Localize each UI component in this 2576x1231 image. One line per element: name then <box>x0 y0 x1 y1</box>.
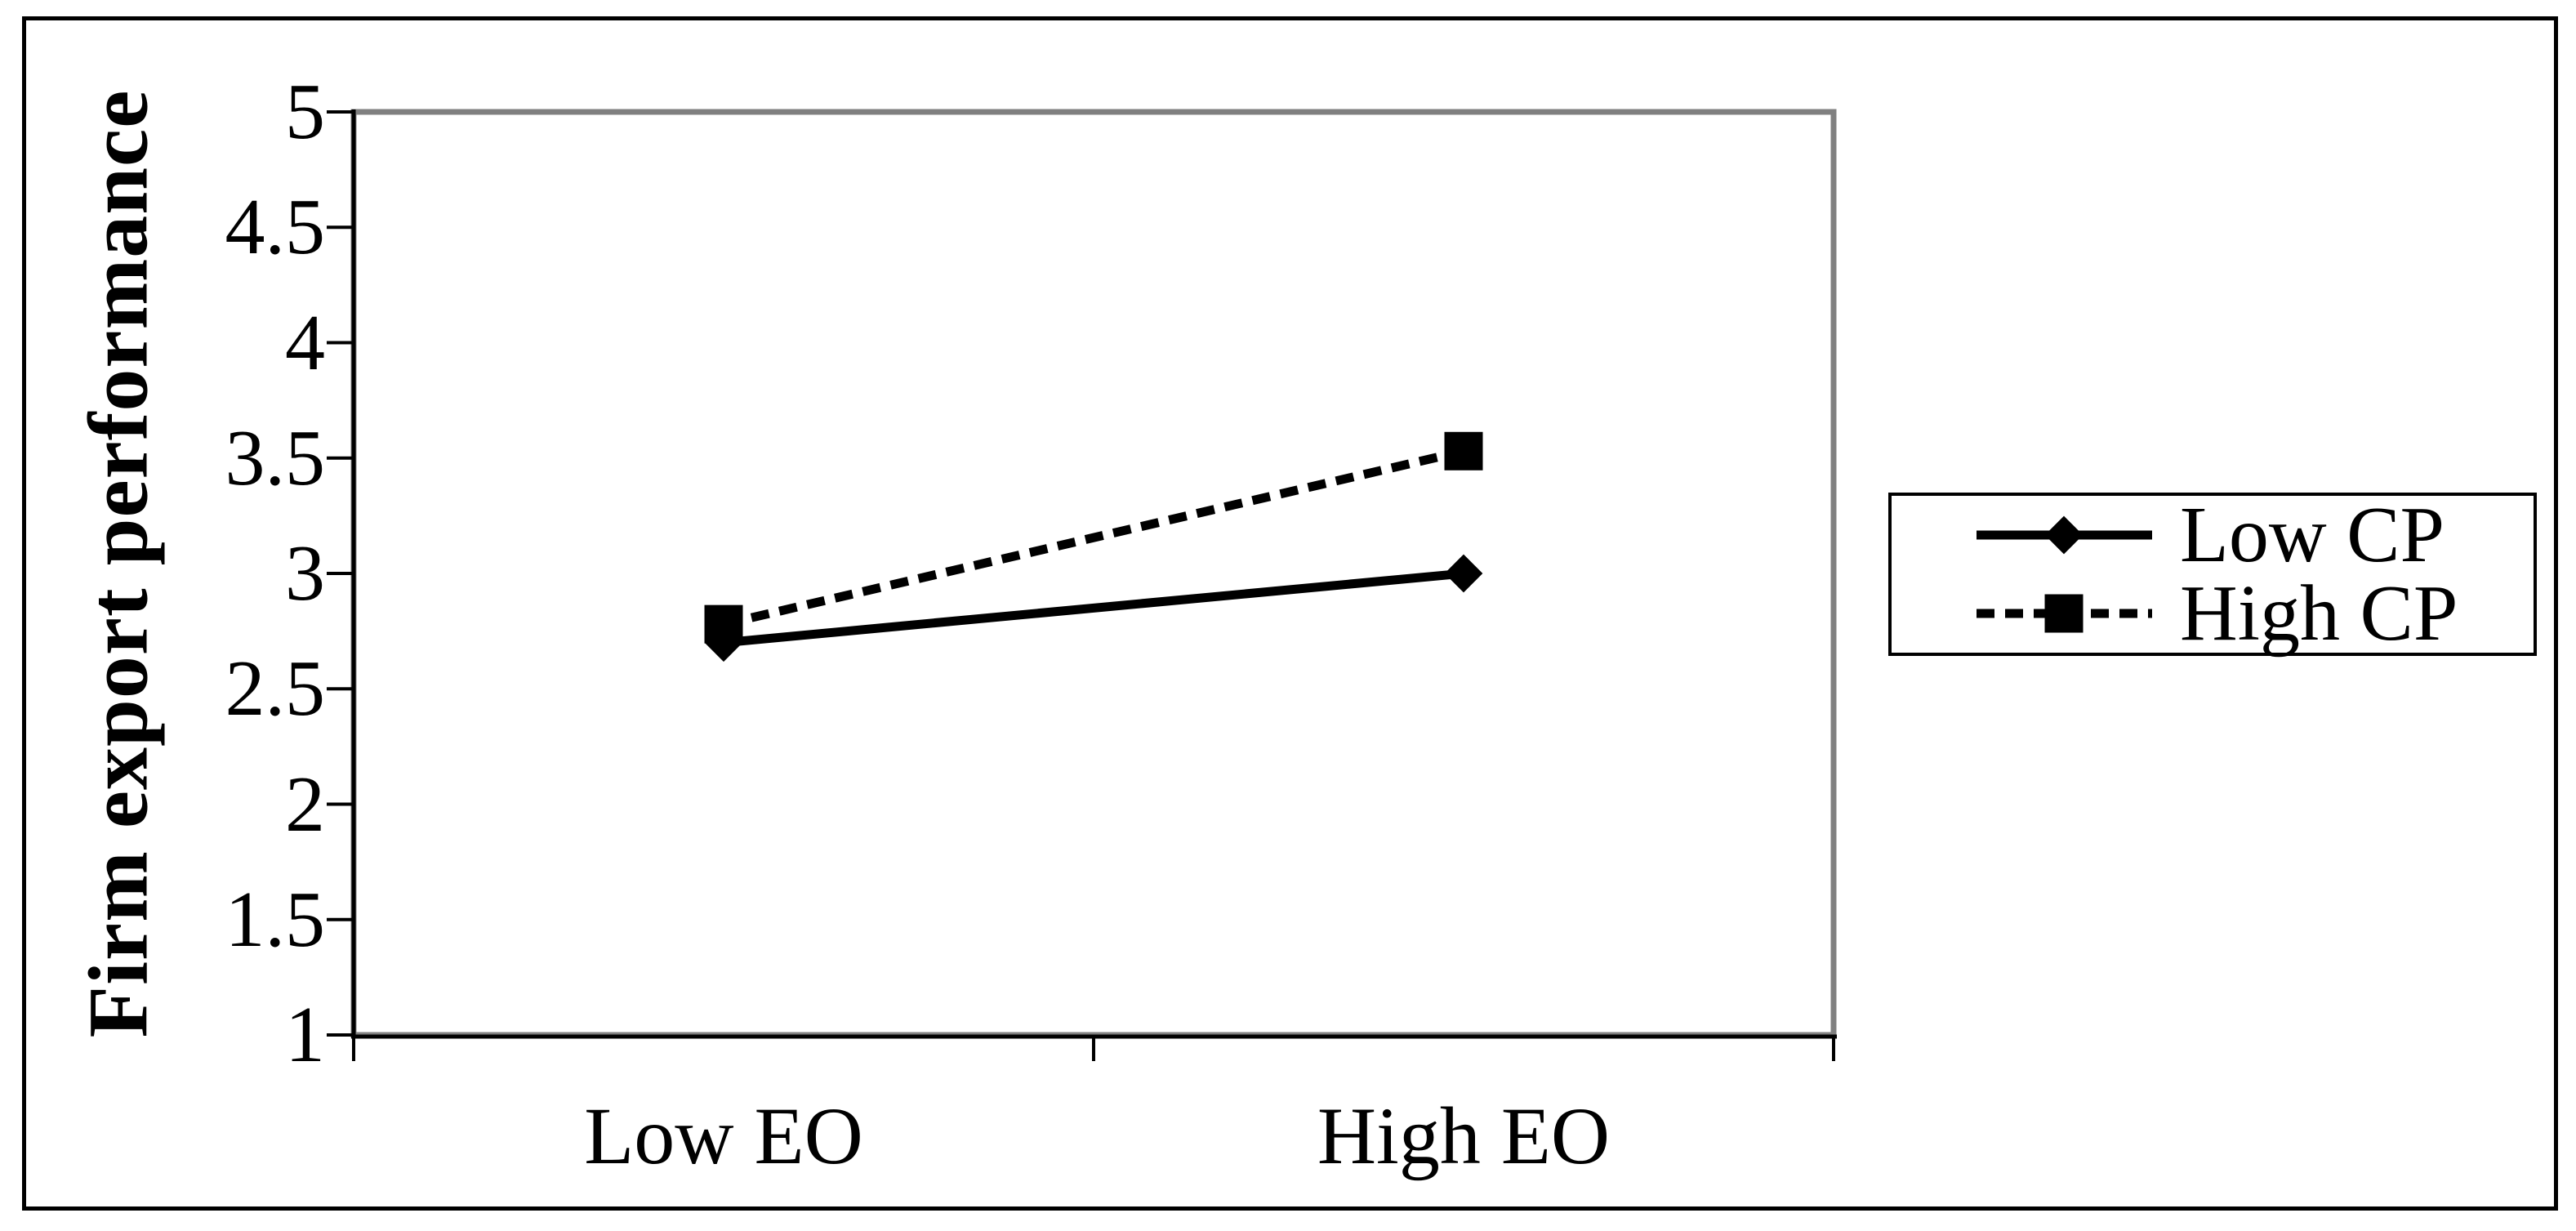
x-category-label: Low EO <box>584 1091 863 1181</box>
legend-item: Low CP <box>1977 491 2534 579</box>
diamond-marker-icon <box>2044 515 2084 555</box>
legend-item: High CP <box>1977 569 2534 658</box>
y-tick-label: 4.5 <box>225 183 326 272</box>
square-marker-icon <box>704 604 743 644</box>
y-tick-label: 3 <box>285 529 325 618</box>
y-tick-label: 4 <box>285 298 325 387</box>
y-tick-label: 3.5 <box>225 413 326 502</box>
legend-sample-dashed-line <box>1977 594 2152 633</box>
plot-border <box>350 109 1837 1038</box>
y-tick-label: 1.5 <box>225 875 326 964</box>
y-tick-label: 2 <box>285 760 325 849</box>
square-marker-icon <box>2044 594 2084 633</box>
y-tick-label: 5 <box>285 68 325 156</box>
diamond-marker-icon <box>1444 554 1483 593</box>
series-line-low-cp <box>723 569 1464 648</box>
y-tick-label: 2.5 <box>225 644 326 734</box>
series-line-high-cp <box>722 446 1465 629</box>
y-tick-label: 1 <box>285 991 325 1079</box>
x-category-label: High EO <box>1317 1091 1611 1181</box>
figure-border <box>22 16 2558 1211</box>
legend-sample-solid-line <box>1977 515 2152 555</box>
legend-label: High CP <box>2180 569 2458 658</box>
legend-label: Low CP <box>2180 491 2445 579</box>
legend-box: Low CP High CP <box>1888 493 2537 656</box>
square-marker-icon <box>1444 431 1483 471</box>
